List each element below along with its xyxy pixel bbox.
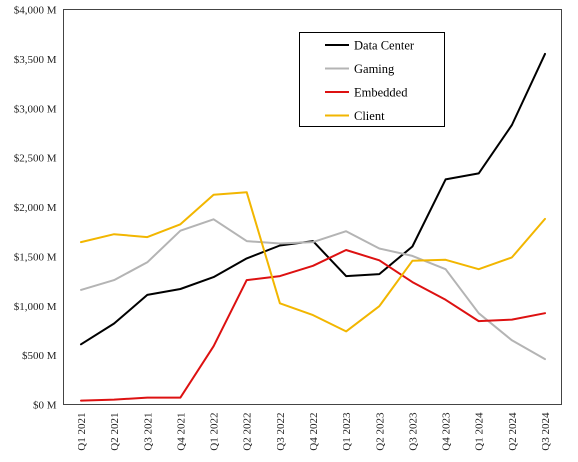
x-tick-label: Q1 2021 bbox=[76, 413, 88, 451]
x-tick-label: Q3 2021 bbox=[142, 413, 154, 451]
y-tick-label: $0 M bbox=[33, 400, 57, 412]
y-tick-label: $500 M bbox=[22, 350, 57, 362]
y-tick-label: $2,000 M bbox=[14, 202, 57, 214]
x-tick-label: Q3 2023 bbox=[407, 412, 419, 451]
x-tick-label: Q4 2023 bbox=[441, 412, 453, 451]
x-tick-label: Q1 2024 bbox=[474, 412, 486, 451]
x-tick-label: Q2 2023 bbox=[374, 412, 386, 451]
x-tick-label: Q1 2023 bbox=[341, 412, 353, 451]
plot-area-frame bbox=[63, 9, 562, 405]
legend-label-embedded: Embedded bbox=[354, 86, 408, 100]
legend-label-gaming: Gaming bbox=[354, 62, 395, 76]
y-tick-label: $4,000 M bbox=[14, 5, 57, 17]
legend-label-data-center: Data Center bbox=[354, 39, 415, 53]
legend-box bbox=[299, 32, 445, 127]
legend-label-client: Client bbox=[354, 109, 385, 123]
x-tick-label: Q3 2022 bbox=[275, 413, 287, 451]
legend: Data Center Gaming Embedded Client bbox=[299, 32, 445, 127]
series-line-embedded bbox=[80, 249, 546, 402]
series-line-client bbox=[80, 191, 546, 333]
y-tick-label: $2,500 M bbox=[14, 153, 57, 165]
x-tick-label: Q2 2022 bbox=[242, 413, 254, 451]
y-tick-label: $1,000 M bbox=[14, 301, 57, 313]
series-line-gaming bbox=[80, 218, 546, 361]
y-tick-label: $1,500 M bbox=[14, 251, 57, 263]
series-lines bbox=[80, 52, 546, 402]
x-tick-label: Q4 2021 bbox=[175, 413, 187, 451]
x-axis-labels: Q1 2021 Q2 2021 Q3 2021 Q4 2021 Q1 2022 Q2 20… bbox=[76, 412, 552, 451]
y-tick-label: $3,500 M bbox=[14, 54, 57, 66]
y-axis-labels: $0 M $500 M $1,000 M $1,500 M $2,000 M $2,500… bbox=[14, 5, 57, 412]
x-tick-label: Q4 2022 bbox=[308, 413, 320, 451]
x-tick-label: Q3 2024 bbox=[540, 412, 552, 451]
x-tick-label: Q1 2022 bbox=[209, 413, 221, 451]
y-tick-label: $3,000 M bbox=[14, 103, 57, 115]
x-tick-label: Q2 2021 bbox=[109, 413, 121, 451]
x-tick-label: Q2 2024 bbox=[507, 412, 519, 451]
